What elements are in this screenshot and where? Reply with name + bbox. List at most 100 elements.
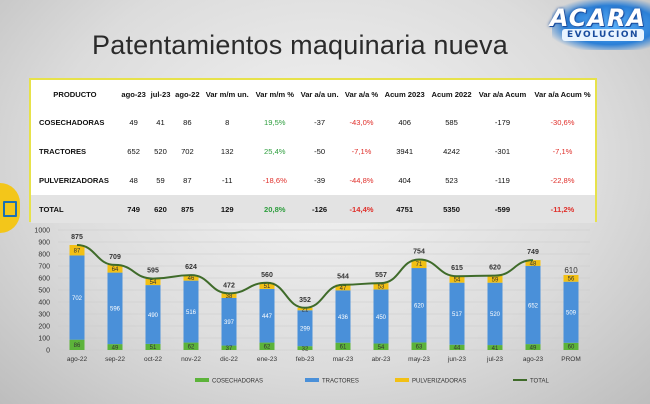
bar-segment	[69, 339, 85, 350]
bar-segment	[297, 310, 313, 347]
data-label: 62	[264, 345, 271, 351]
data-label: 46	[188, 276, 195, 282]
data-label: 41	[492, 346, 499, 352]
bar-segment	[487, 275, 503, 283]
table-cell: 523	[445, 176, 458, 185]
table-cell: 8	[225, 118, 230, 127]
data-label: 516	[186, 310, 197, 316]
data-label: 450	[376, 315, 387, 321]
page-title: Patentamientos maquinaria nueva	[92, 30, 508, 60]
total-label: 875	[71, 234, 83, 241]
book-icon[interactable]	[0, 183, 20, 233]
legend-swatch	[195, 378, 209, 382]
x-tick-label: mar-23	[333, 356, 354, 363]
y-tick-label: 600	[38, 276, 50, 283]
x-tick-label: oct-22	[144, 356, 162, 363]
data-label: 63	[416, 345, 423, 351]
bar-segment	[145, 285, 161, 344]
table-cell: COSECHADORAS	[39, 118, 105, 127]
bar-segment	[183, 342, 199, 350]
table-cell: 19,5%	[264, 118, 286, 127]
total-label: 544	[337, 274, 349, 281]
bar-segment	[373, 283, 389, 290]
total-label: 557	[375, 272, 387, 279]
table-row-pulverizadoras: PULVERIZADORAS 48 59 87 -11 -18,6% -39 -…	[31, 166, 595, 195]
total-label: 615	[451, 265, 463, 272]
bar-segment	[221, 297, 237, 346]
data-label: 87	[74, 249, 81, 255]
data-label: 54	[150, 280, 157, 286]
data-label: 51	[150, 345, 157, 351]
bar-segment	[373, 343, 389, 350]
bar-segment	[183, 275, 199, 281]
data-label: 299	[300, 327, 311, 333]
table-cell: -37	[314, 118, 326, 127]
table-cell: 59	[156, 176, 165, 185]
bar-segment	[411, 342, 427, 350]
data-label: 447	[262, 314, 273, 320]
bar-segment	[525, 344, 541, 350]
bar-segment	[411, 268, 427, 343]
table-cell: 585	[445, 118, 458, 127]
y-tick-label: 1000	[34, 228, 50, 235]
table-cell: -14,4%	[341, 195, 382, 223]
data-label: 620	[414, 304, 425, 310]
table-cell: 702	[181, 147, 194, 156]
bar-segment	[525, 265, 541, 345]
total-label: 624	[185, 264, 197, 271]
table-cell: TRACTORES	[39, 147, 87, 156]
acara-logo: ACARA EVOLUCION	[549, 0, 650, 50]
table-header: PRODUCTO	[53, 89, 97, 99]
bar-segment	[69, 245, 85, 256]
legend-label: TOTAL	[530, 378, 549, 384]
table-cell: -7,1%	[351, 147, 372, 156]
table-cell: -44,8%	[349, 176, 374, 185]
bar-segment	[449, 276, 465, 283]
table-cell: 132	[220, 147, 234, 156]
table-cell: -11	[222, 176, 233, 185]
total-label: 560	[261, 272, 273, 279]
data-label: 596	[110, 307, 121, 313]
bar-segment	[259, 288, 275, 343]
logo-brand: ACARA	[549, 4, 646, 32]
data-label: 37	[226, 346, 233, 352]
bar-segment	[411, 259, 427, 269]
y-tick-label: 800	[38, 252, 50, 259]
summary-table: PRODUCTO ago-23 jul-23 ago-22 Var m/m un…	[31, 80, 595, 223]
bar-segment	[335, 342, 351, 350]
table-header: jul-23	[150, 89, 171, 99]
y-tick-label: 300	[38, 312, 50, 319]
table-cell: -39	[314, 176, 326, 185]
data-label: 59	[492, 277, 499, 283]
legend-swatch	[305, 378, 319, 382]
summary-table-container: PRODUCTO ago-23 jul-23 ago-22 Var m/m un…	[29, 78, 597, 223]
bar-segment	[335, 284, 351, 291]
table-cell: -22,8%	[550, 176, 575, 185]
data-label: 64	[112, 267, 119, 273]
table-cell: 4751	[381, 195, 429, 223]
table-cell: 5350	[428, 195, 475, 223]
bar-segment	[563, 342, 579, 350]
bar-segment	[259, 282, 275, 289]
data-label: 21	[302, 307, 309, 313]
legend-label: COSECHADORAS	[212, 378, 263, 384]
data-label: 54	[378, 345, 385, 351]
total-label: 709	[109, 254, 121, 261]
data-label: 53	[378, 285, 385, 291]
x-tick-label: jul-23	[486, 356, 503, 363]
table-cell: -126	[297, 195, 342, 223]
x-tick-label: feb-23	[296, 356, 315, 363]
x-tick-label: ago-22	[67, 356, 88, 363]
data-label: 397	[224, 320, 235, 326]
data-label: 520	[490, 312, 501, 318]
total-label: 610	[564, 266, 578, 275]
bar-segment	[297, 307, 313, 311]
table-row-tractores: TRACTORES 652 520 702 132 25,4% -50 -7,1…	[31, 137, 595, 166]
data-label: 54	[454, 278, 461, 284]
bar-segment	[487, 282, 503, 346]
x-tick-label: PROM	[561, 356, 581, 363]
bar-segment	[69, 255, 85, 340]
data-label: 517	[452, 312, 463, 318]
table-cell: 620	[148, 195, 173, 223]
bar-segment	[145, 343, 161, 350]
